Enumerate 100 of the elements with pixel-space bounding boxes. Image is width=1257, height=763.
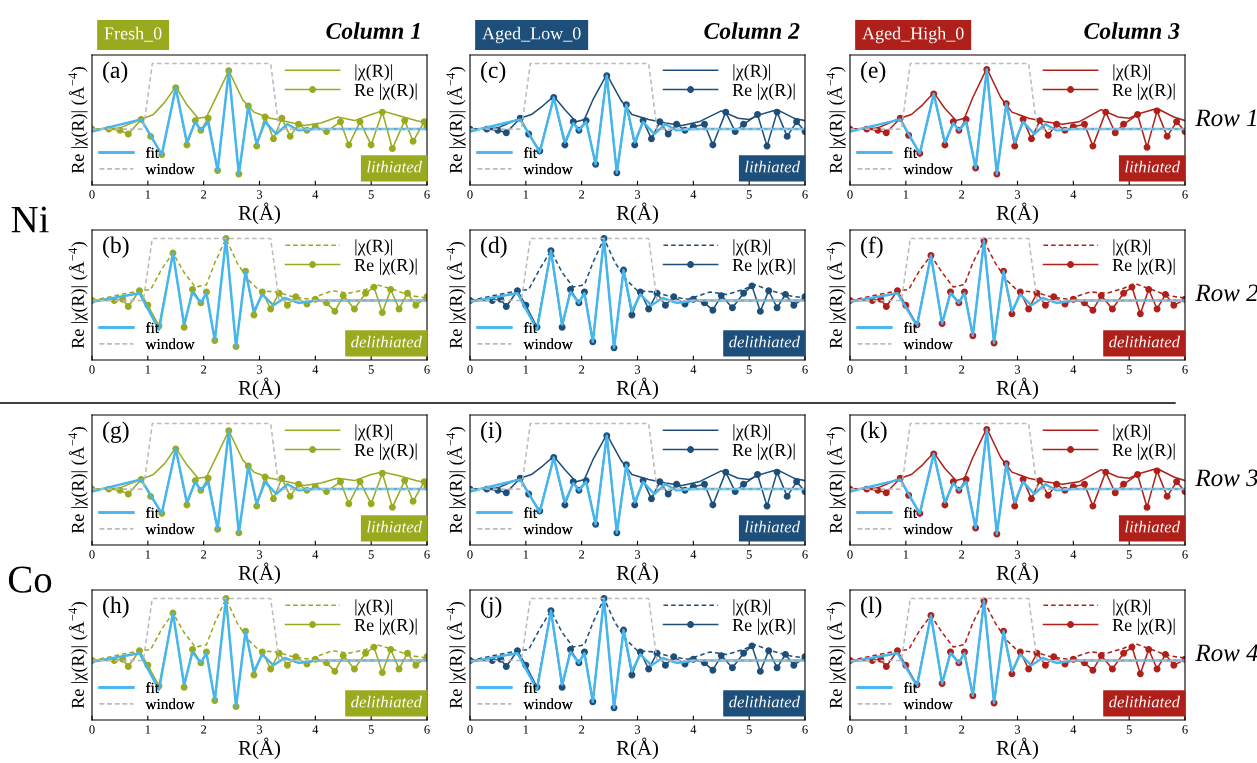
y-axis-title: Re |χ(R)| (Å$^{−4}$) — [826, 427, 846, 534]
x-tick-label: 0 — [89, 550, 95, 559]
x-tick-label: 6 — [424, 190, 430, 199]
x-tick-label: 6 — [424, 550, 430, 559]
legend-label: fit — [145, 147, 159, 159]
y-axis-title: Re |χ(R)| (Å$^{−4}$) — [826, 602, 846, 709]
legend-label: window — [903, 698, 953, 710]
legend-label: |χ(R)| — [355, 239, 393, 256]
x-tick-label: 2 — [579, 550, 585, 559]
annotation: lithiated — [367, 160, 423, 173]
legend-label: |χ(R)| — [733, 599, 771, 616]
legend-label: window — [145, 523, 195, 535]
x-tick-label: 3 — [1014, 190, 1021, 199]
x-tick-label: 2 — [579, 725, 585, 734]
x-tick-label: 0 — [467, 190, 473, 199]
x-tick-label: 3 — [634, 725, 641, 734]
x-tick-label: 1 — [523, 190, 529, 199]
annotation: delithiated — [1109, 335, 1181, 348]
x-tick-label: 5 — [1126, 365, 1132, 374]
x-tick-label: 1 — [145, 365, 151, 374]
x-axis-title: R(Å) — [996, 737, 1038, 760]
x-tick-label: 5 — [746, 550, 752, 559]
legend-label: window — [523, 523, 573, 535]
x-tick-label: 0 — [847, 550, 853, 559]
x-tick-label: 5 — [746, 190, 752, 199]
x-tick-label: 5 — [746, 365, 752, 374]
x-tick-label: 1 — [903, 365, 909, 374]
legend-label: window — [145, 163, 195, 175]
x-tick-label: 2 — [201, 725, 207, 734]
x-tick-label: 0 — [467, 550, 473, 559]
legend-label: |χ(R)| — [355, 64, 393, 81]
x-tick-label: 0 — [847, 725, 853, 734]
x-axis-title: R(Å) — [238, 202, 280, 225]
legend-label: window — [903, 523, 953, 535]
annotation: (l) — [861, 596, 882, 618]
y-axis-title: Re |χ(R)| (Å$^{−4}$) — [446, 427, 466, 534]
legend-label: |χ(R)| — [733, 424, 771, 441]
x-tick-label: 4 — [690, 365, 697, 374]
x-tick-label: 0 — [89, 725, 95, 734]
x-tick-label: 3 — [256, 190, 263, 199]
text: Aged_High_0 — [862, 26, 964, 44]
x-tick-label: 6 — [1182, 365, 1188, 374]
x-tick-label: 6 — [1182, 550, 1188, 559]
x-tick-label: 2 — [579, 190, 585, 199]
y-axis-title: Re |χ(R)| (Å$^{−4}$) — [446, 67, 466, 174]
x-tick-label: 2 — [959, 190, 965, 199]
annotation: delithiated — [729, 335, 801, 348]
x-tick-label: 3 — [634, 190, 641, 199]
x-tick-label: 1 — [903, 190, 909, 199]
x-tick-label: 1 — [145, 550, 151, 559]
text: Row 1 — [1195, 109, 1256, 127]
legend-label: |χ(R)| — [733, 239, 771, 256]
annotation: delithiated — [729, 695, 801, 708]
text: Ni — [11, 206, 49, 233]
x-tick-label: 4 — [312, 365, 319, 374]
legend-label: window — [523, 338, 573, 350]
x-tick-label: 3 — [1014, 365, 1021, 374]
legend-label: Re |χ(R)| — [354, 443, 417, 460]
x-axis-title: R(Å) — [238, 562, 280, 585]
x-tick-label: 5 — [368, 190, 374, 199]
x-axis-title: R(Å) — [996, 377, 1038, 400]
x-axis-title: R(Å) — [996, 202, 1038, 225]
annotation: (a) — [103, 61, 128, 83]
x-tick-label: 2 — [201, 550, 207, 559]
legend-label: |χ(R)| — [1113, 239, 1151, 256]
x-tick-label: 0 — [89, 190, 95, 199]
x-tick-label: 6 — [424, 365, 430, 374]
x-tick-label: 0 — [847, 365, 853, 374]
x-tick-label: 6 — [1182, 725, 1188, 734]
legend-label: window — [145, 338, 195, 350]
legend-label: window — [903, 163, 953, 175]
x-tick-label: 3 — [634, 550, 641, 559]
x-axis-title: R(Å) — [616, 202, 658, 225]
annotation: (g) — [103, 421, 129, 443]
legend-label: |χ(R)| — [1113, 64, 1151, 81]
text: Column 3 — [1084, 22, 1180, 39]
annotation: delithiated — [1109, 695, 1181, 708]
legend-label: fit — [903, 322, 917, 334]
x-tick-label: 6 — [1182, 190, 1188, 199]
x-tick-label: 4 — [1070, 190, 1077, 199]
x-tick-label: 6 — [802, 190, 808, 199]
x-tick-label: 2 — [959, 365, 965, 374]
x-axis-title: R(Å) — [616, 377, 658, 400]
x-tick-label: 2 — [201, 190, 207, 199]
x-tick-label: 6 — [424, 725, 430, 734]
annotation: lithiated — [1125, 520, 1181, 533]
x-tick-label: 5 — [1126, 550, 1132, 559]
text: Column 2 — [704, 22, 800, 39]
x-tick-label: 5 — [1126, 725, 1132, 734]
annotation: (j) — [481, 596, 502, 618]
legend-label: |χ(R)| — [355, 424, 393, 441]
legend-label: fit — [523, 507, 537, 519]
legend-label: Re |χ(R)| — [354, 83, 417, 100]
x-tick-label: 2 — [959, 725, 965, 734]
legend-label: window — [903, 338, 953, 350]
x-tick-label: 4 — [1070, 725, 1077, 734]
x-tick-label: 4 — [690, 725, 697, 734]
text: Column 1 — [326, 22, 420, 39]
legend-label: Re |χ(R)| — [354, 618, 417, 635]
annotation: (h) — [103, 596, 129, 618]
